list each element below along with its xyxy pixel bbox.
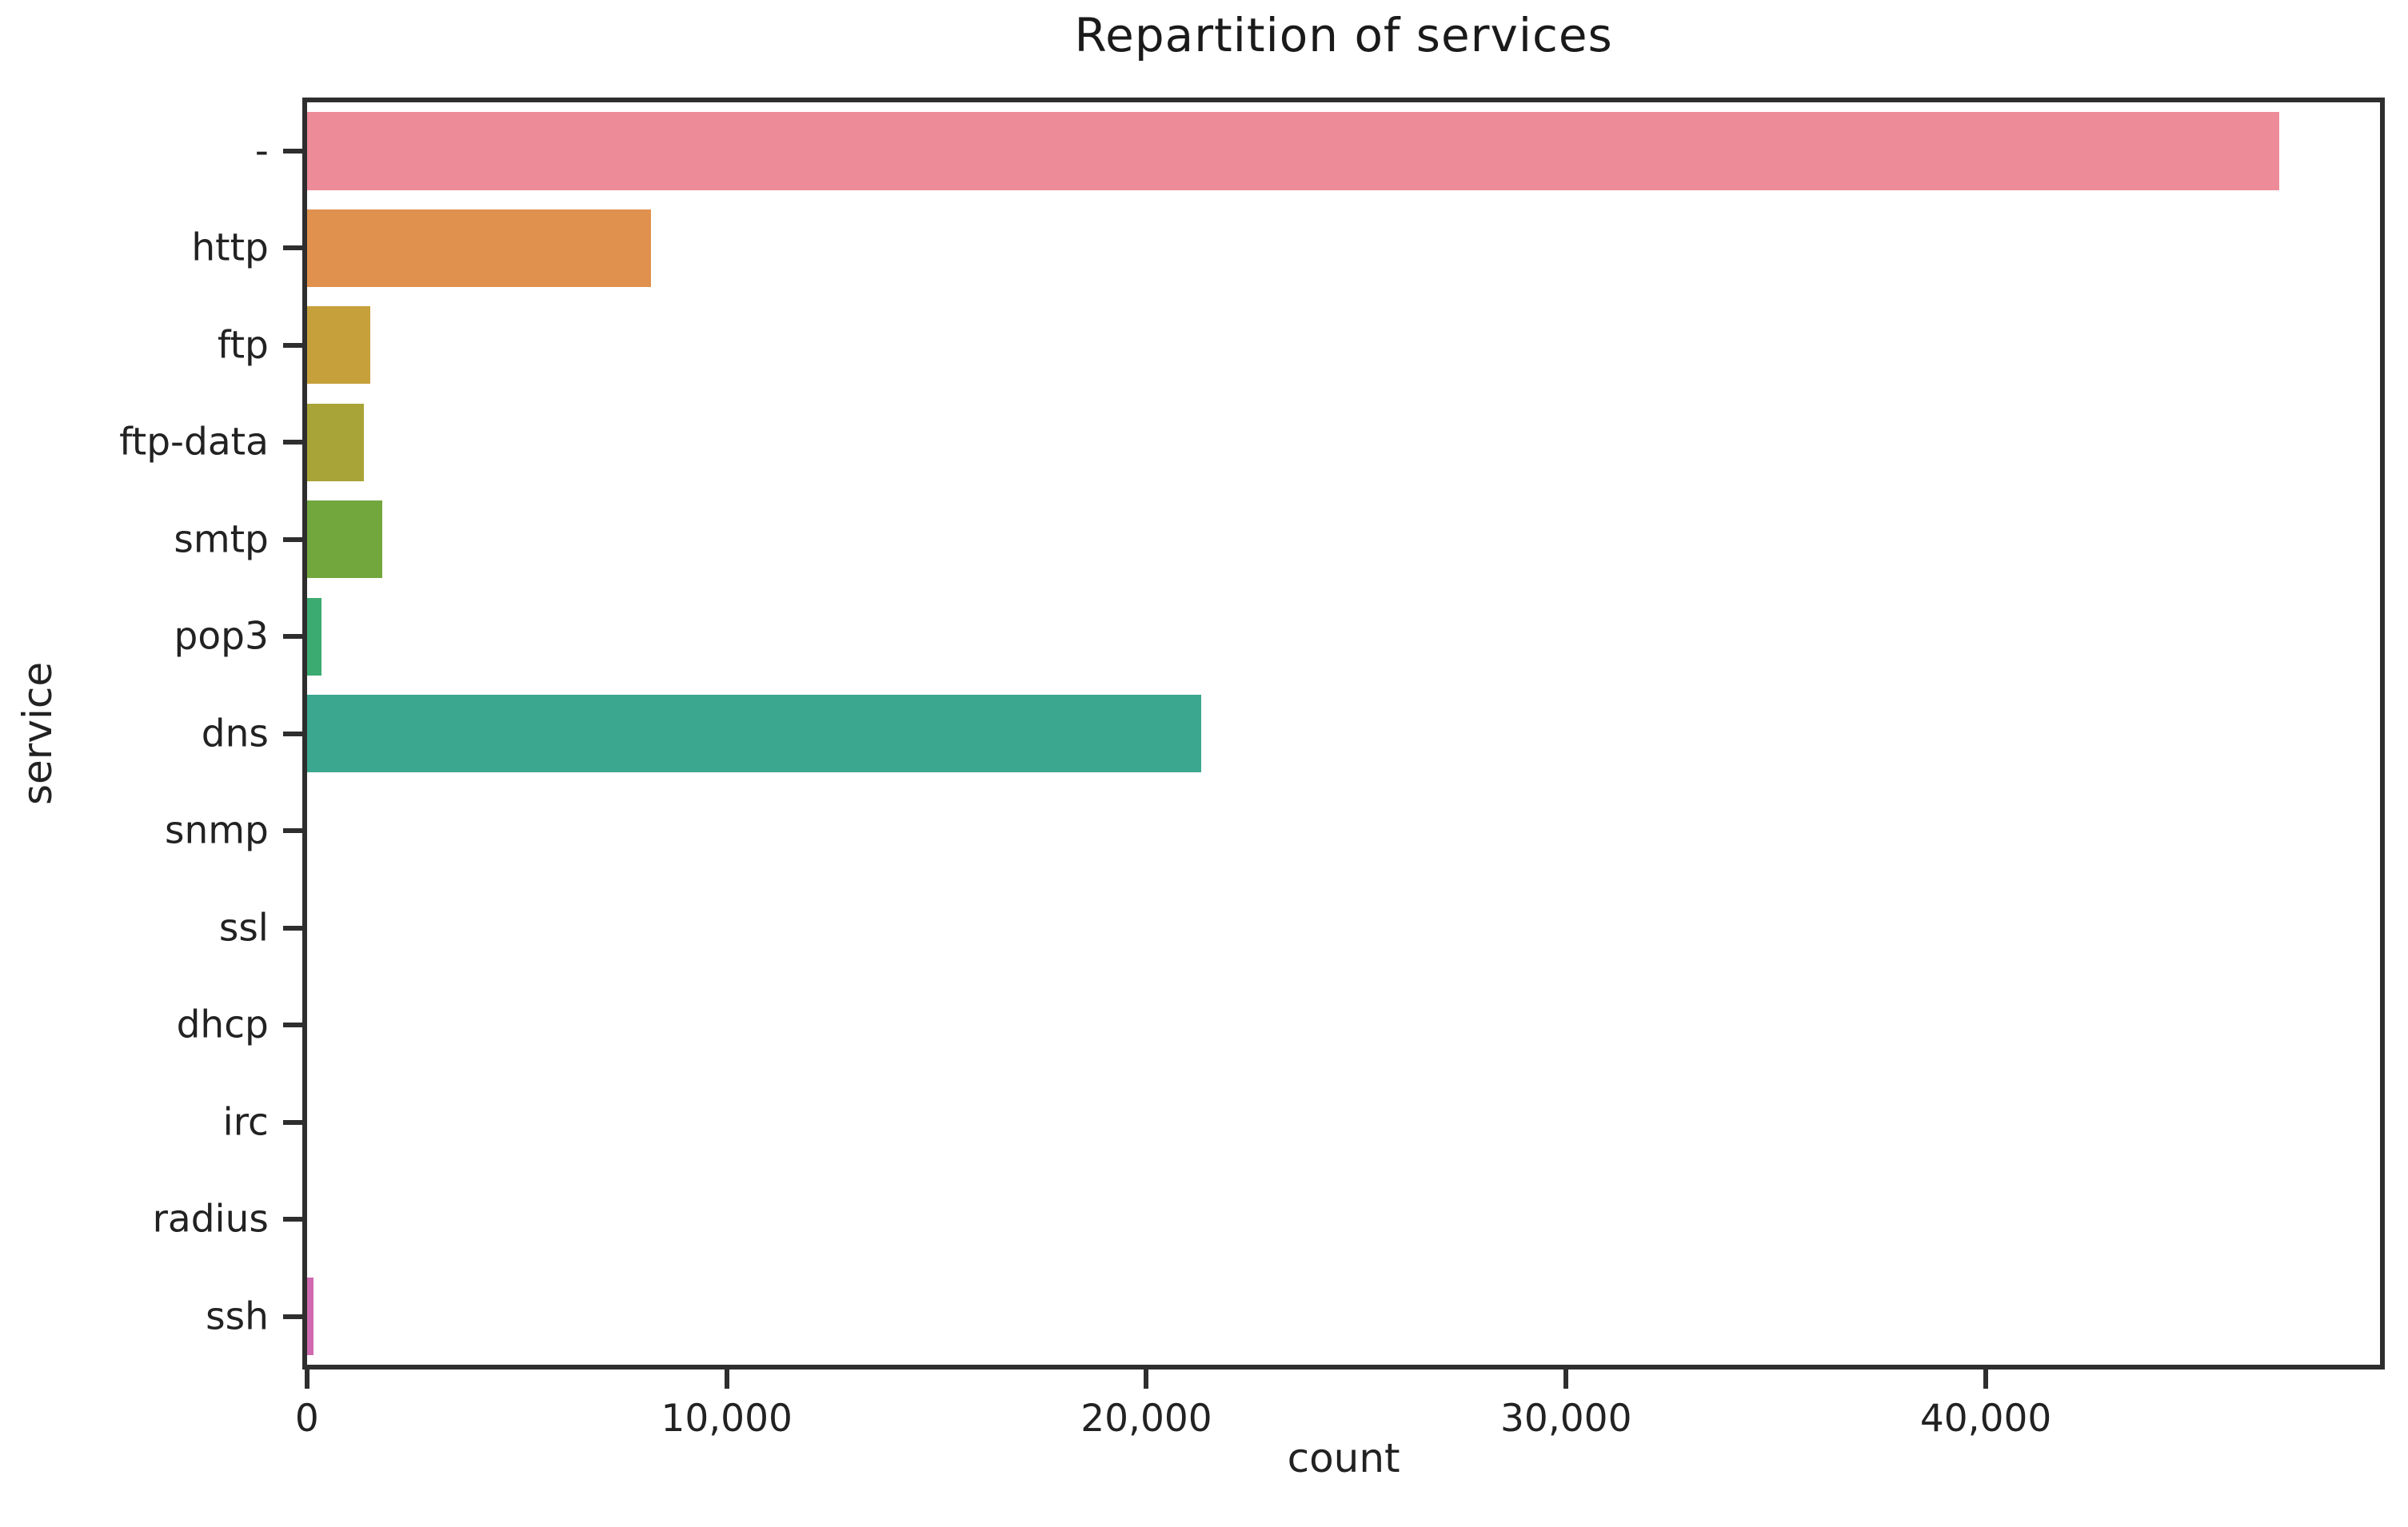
x-tick-30000 (1563, 1370, 1569, 1389)
y-tick-radius (282, 1217, 302, 1222)
y-tick-dhcp (282, 1023, 302, 1028)
x-tick-10000 (724, 1370, 729, 1389)
y-category-label-dns: dns (201, 712, 269, 756)
y-tick-smtp (282, 536, 302, 542)
y-category-label-dash: - (254, 129, 269, 173)
x-tick-label-40000: 40,000 (1919, 1397, 2052, 1441)
y-category-label-dhcp: dhcp (176, 1003, 269, 1047)
y-tick-snmp (282, 828, 302, 834)
y-axis-label: service (14, 662, 61, 806)
x-axis-label: count (1287, 1435, 1400, 1482)
y-tick-irc (282, 1119, 302, 1125)
y-category-label-ftp: ftp (217, 323, 269, 368)
x-tick-40000 (1983, 1370, 1989, 1389)
y-category-label-pop3: pop3 (174, 614, 269, 659)
y-tick-ftp (282, 342, 302, 348)
y-tick-ssl (282, 925, 302, 931)
y-category-label-ssh: ssh (206, 1294, 269, 1339)
plot-area: - http ftp ftp-data smtp pop3 dns snmp ssl dhcp ir… (119, 98, 2386, 1441)
y-tick-dash (282, 148, 302, 153)
y-category-label-http: http (191, 225, 269, 270)
bar-dns (306, 695, 1201, 773)
x-tick-label-30000: 30,000 (1500, 1397, 1632, 1441)
y-category-label-snmp: snmp (164, 808, 269, 853)
bar-ftp-data (306, 403, 364, 481)
bar-smtp (306, 500, 383, 579)
y-category-label-radius: radius (152, 1197, 269, 1242)
x-tick-label-0: 0 (294, 1397, 319, 1441)
bar-ssh (306, 1277, 313, 1356)
y-category-label-ftp-data: ftp-data (119, 420, 269, 464)
bar-dash (306, 112, 2280, 190)
x-tick-0 (304, 1370, 309, 1389)
x-tick-label-10000: 10,000 (661, 1397, 793, 1441)
chart-title: Repartition of services (1074, 8, 1613, 62)
x-tick-20000 (1144, 1370, 1149, 1389)
y-tick-pop3 (282, 634, 302, 640)
bar-pop3 (306, 597, 322, 676)
y-tick-ftp-data (282, 440, 302, 445)
y-category-label-irc: irc (222, 1100, 269, 1145)
x-tick-label-20000: 20,000 (1080, 1397, 1212, 1441)
y-tick-http (282, 245, 302, 251)
y-category-label-smtp: smtp (174, 517, 269, 562)
y-tick-dns (282, 731, 302, 736)
bar-http (306, 209, 652, 287)
y-category-label-ssl: ssl (218, 906, 269, 951)
bar-ftp (306, 306, 370, 385)
y-tick-ssh (282, 1314, 302, 1319)
